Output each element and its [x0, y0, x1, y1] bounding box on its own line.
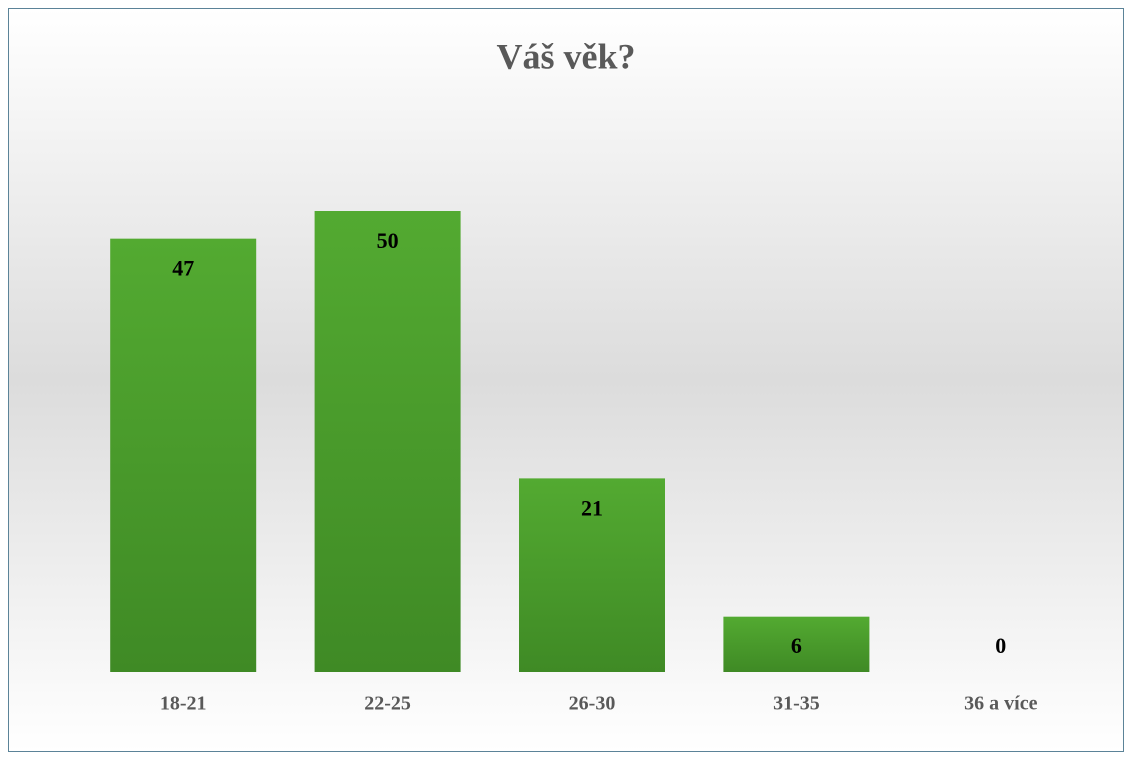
data-label: 21	[581, 495, 603, 520]
data-label: 50	[377, 228, 399, 253]
x-tick-label: 31-35	[773, 693, 820, 715]
x-tick-label: 18-21	[160, 693, 207, 715]
bar	[314, 211, 461, 672]
chart-title: Váš věk?	[496, 36, 635, 76]
data-label: 47	[172, 256, 194, 281]
x-tick-label: 36 a více	[964, 693, 1037, 715]
data-label: 0	[995, 633, 1006, 658]
bar	[519, 478, 665, 672]
x-tick-label: 22-25	[364, 693, 411, 715]
bar	[110, 238, 257, 672]
data-label: 6	[791, 633, 802, 658]
x-tick-label: 26-30	[569, 693, 616, 715]
bar	[723, 616, 870, 672]
